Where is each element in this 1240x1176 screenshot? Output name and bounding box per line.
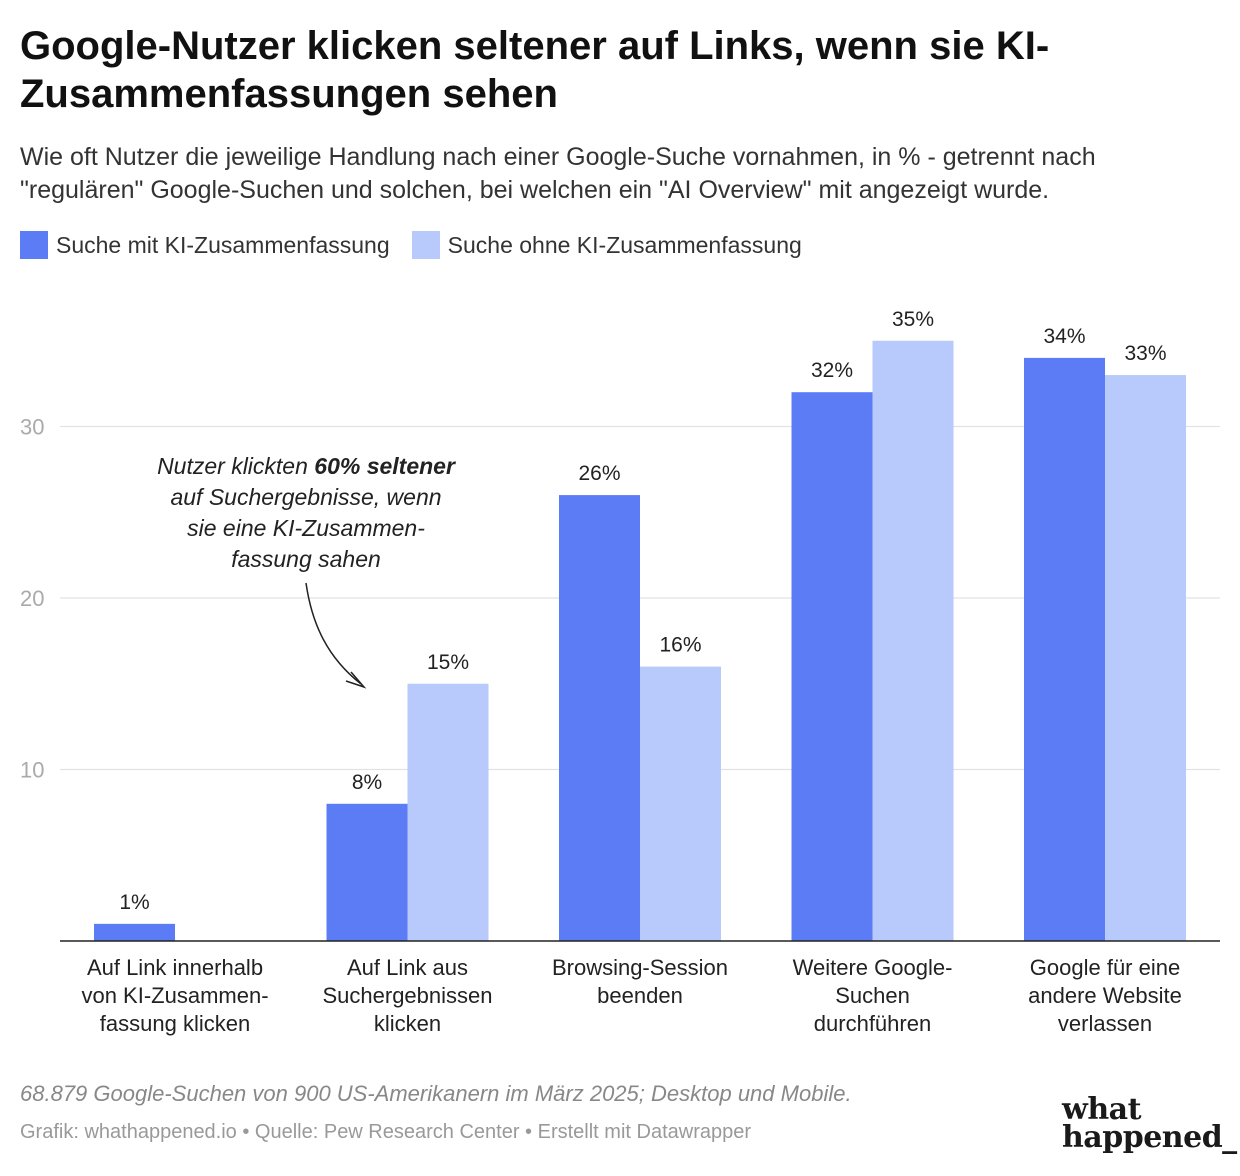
annotation-text: fassung sahen [231, 546, 381, 572]
annotation-text: sie eine KI-Zusammen- [187, 515, 425, 541]
x-tick-label: Auf Link aus [347, 955, 468, 980]
data-label: 15% [427, 651, 469, 674]
x-tick-label: von KI-Zusammen- [81, 983, 268, 1008]
annotation-line: auf Suchergebnisse, wenn [170, 484, 441, 510]
x-tick-label: Suchergebnissen [322, 983, 492, 1008]
x-tick-label: Suchen [835, 983, 910, 1008]
bar [94, 923, 175, 941]
x-tick-label: fassung klicken [100, 1011, 250, 1036]
x-tick-label: andere Website [1028, 983, 1182, 1008]
annotation-text: 60% seltener [314, 453, 456, 479]
annotation-text: Nutzer klickten [157, 453, 314, 479]
annotation-arrowhead [345, 671, 367, 689]
annotation-arrow [305, 582, 362, 685]
chart-subtitle: Wie oft Nutzer die jeweilige Handlung na… [20, 143, 1096, 204]
data-label: 26% [578, 462, 620, 485]
legend-item-with-ai: Suche mit KI-Zusammenfassung [20, 231, 390, 259]
bar [407, 683, 489, 941]
data-label: 35% [892, 308, 934, 331]
logo-line-2: happened_ [1062, 1120, 1237, 1155]
data-label: 33% [1124, 342, 1166, 365]
x-tick-label: Weitere Google- [793, 955, 953, 980]
legend-label-with-ai: Suche mit KI-Zusammenfassung [56, 231, 390, 258]
x-tick-label: klicken [374, 1011, 441, 1036]
bar [326, 803, 408, 941]
bar [1024, 357, 1105, 941]
x-tick-label: verlassen [1058, 1011, 1152, 1036]
whathappened-logo: what happened_ [1062, 1095, 1237, 1155]
bar [791, 392, 873, 941]
x-tick-label: durchführen [814, 1011, 931, 1036]
y-tick-label: 30 [20, 415, 44, 440]
x-tick-label: Auf Link innerhalb [87, 955, 263, 980]
annotation-line: sie eine KI-Zusammen- [187, 515, 425, 541]
data-label: 8% [352, 771, 382, 794]
chart-notes: 68.879 Google-Suchen von 900 US-Amerikan… [20, 1081, 852, 1106]
data-label: 1% [119, 891, 149, 914]
bar [872, 340, 954, 941]
x-tick-label: beenden [597, 983, 683, 1008]
legend-swatch-with-ai [20, 231, 48, 259]
annotation-text: auf Suchergebnisse, wenn [170, 484, 441, 510]
data-label: 32% [811, 359, 853, 382]
bar [559, 495, 640, 941]
y-tick-label: 20 [20, 586, 44, 611]
bar [640, 666, 721, 941]
x-tick-label: Browsing-Session [552, 955, 728, 980]
logo-line-1: what [1062, 1092, 1141, 1127]
y-tick-label: 10 [20, 758, 44, 783]
annotation-line: Nutzer klickten 60% seltener [157, 453, 456, 479]
legend-label-without-ai: Suche ohne KI-Zusammenfassung [447, 231, 802, 258]
bar-chart: 10 20 30 1% 8% 26% 32% 34% 15% 16% 35% 33% Auf Link … [20, 308, 1220, 1036]
x-tick-label: Google für eine [1030, 955, 1180, 980]
chart-credits: Grafik: whathappened.io • Quelle: Pew Re… [20, 1121, 752, 1143]
data-label: 34% [1043, 325, 1085, 348]
chart-title: Google-Nutzer klicken seltener auf Links… [20, 24, 1050, 116]
data-label: 16% [659, 634, 701, 657]
annotation-line: fassung sahen [231, 546, 381, 572]
legend: Suche mit KI-Zusammenfassung Suche ohne … [20, 230, 824, 260]
bar [1105, 375, 1186, 941]
legend-item-without-ai: Suche ohne KI-Zusammenfassung [411, 231, 802, 259]
legend-swatch-without-ai [411, 231, 440, 259]
